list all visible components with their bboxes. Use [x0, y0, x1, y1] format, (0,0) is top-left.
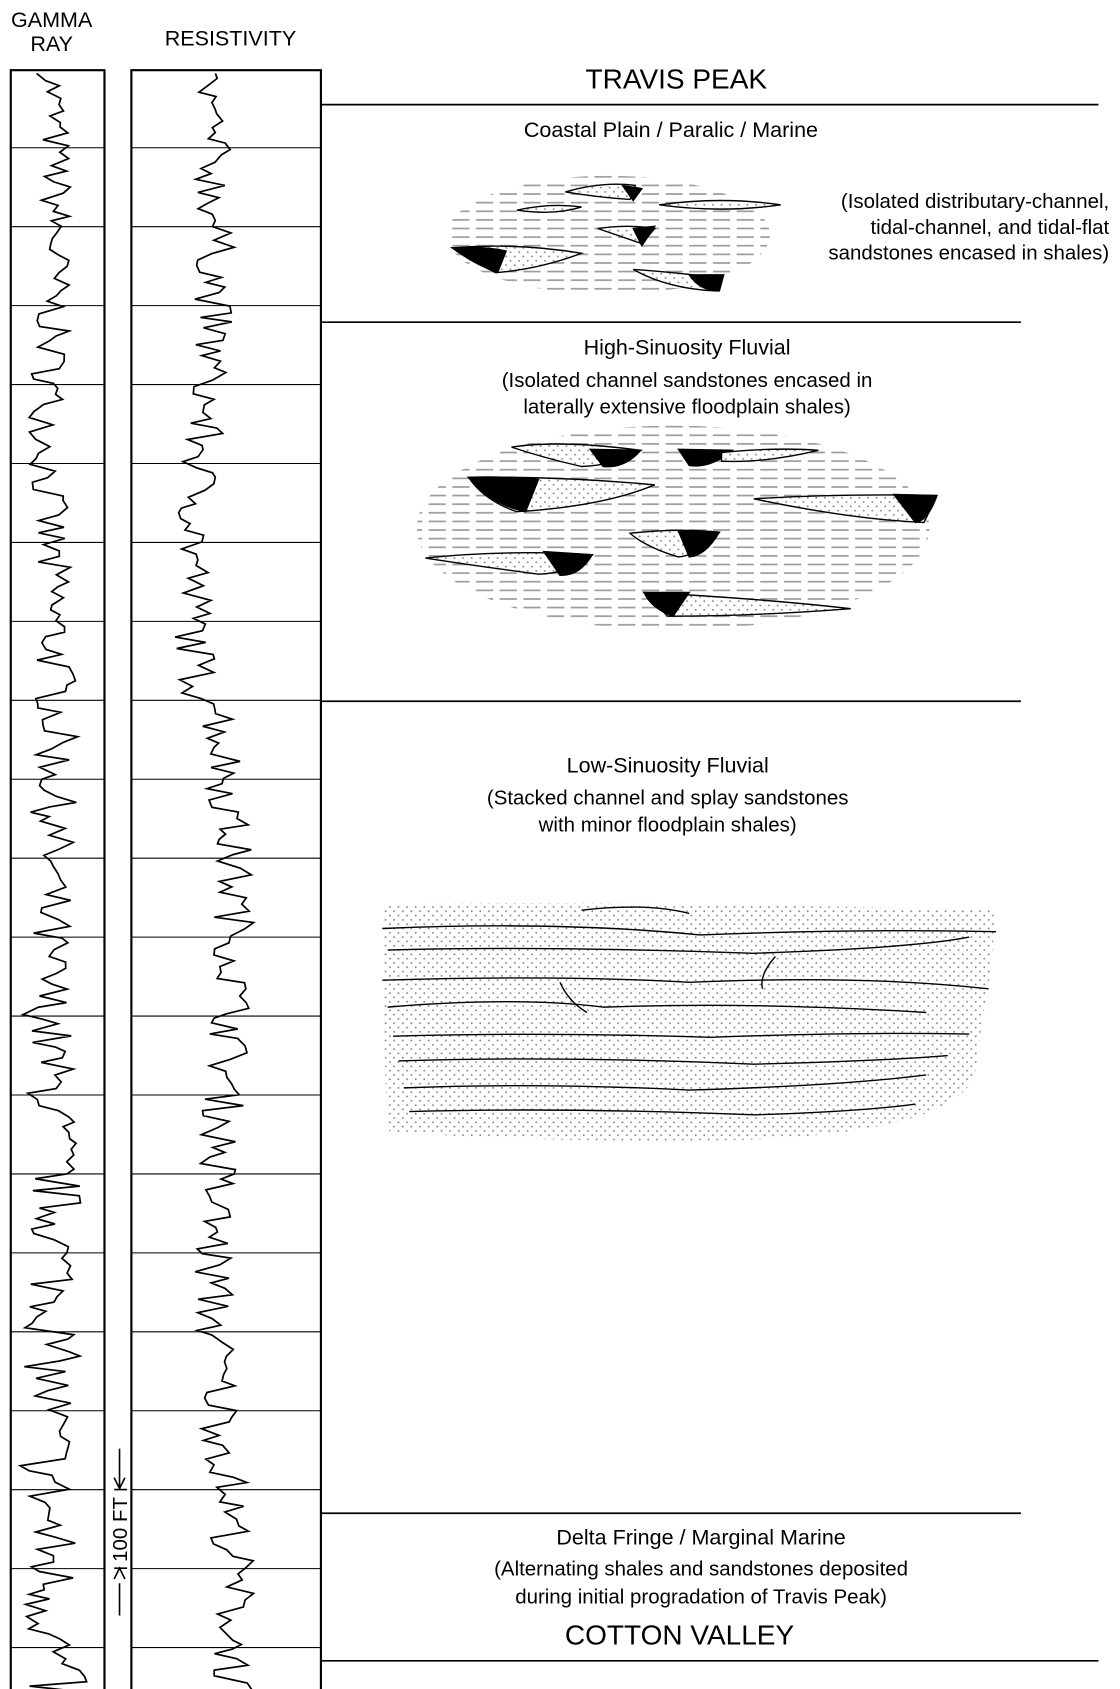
resistivity-track [130, 69, 322, 1689]
interval-title: High-Sinuosity Fluvial [584, 336, 791, 360]
interval-title: Delta Fringe / Marginal Marine [556, 1526, 845, 1550]
formation-bottom: COTTON VALLEY [565, 1620, 795, 1651]
interval-description: with minor floodplain shales) [538, 814, 797, 837]
interval-description: (Isolated distributary-channel, [841, 190, 1109, 213]
gamma-ray-curve [17, 72, 88, 1689]
scale-label: 100 FT [109, 1497, 132, 1562]
high-sinuosity-sketch [416, 425, 939, 631]
interval-description: during initial progradation of Travis Pe… [515, 1586, 887, 1609]
interval-description: sandstones encased in shales) [828, 242, 1109, 265]
low-sinuosity-sketch [382, 903, 997, 1141]
coastal-sketch [446, 175, 781, 295]
log-tracks [10, 72, 321, 1689]
interval-description: (Isolated channel sandstones encased in [502, 369, 873, 392]
interval-description: (Stacked channel and splay sandstones [487, 787, 849, 810]
interval-description: tidal-channel, and tidal-flat [870, 216, 1109, 239]
interval-description: laterally extensive floodplain shales) [523, 396, 850, 419]
header: GAMMA [11, 8, 93, 32]
gamma-track [9, 69, 106, 1689]
header: RESISTIVITY [165, 26, 297, 50]
formation-top: TRAVIS PEAK [586, 64, 768, 95]
interval-description: (Alternating shales and sandstones depos… [494, 1558, 908, 1581]
interval-title: Low-Sinuosity Fluvial [567, 753, 769, 777]
boundaries [320, 103, 1099, 1662]
resistivity-curve [174, 73, 256, 1689]
scale-bar [113, 1448, 128, 1616]
header: RAY [30, 32, 73, 56]
interval-title: Coastal Plain / Paralic / Marine [524, 118, 818, 142]
